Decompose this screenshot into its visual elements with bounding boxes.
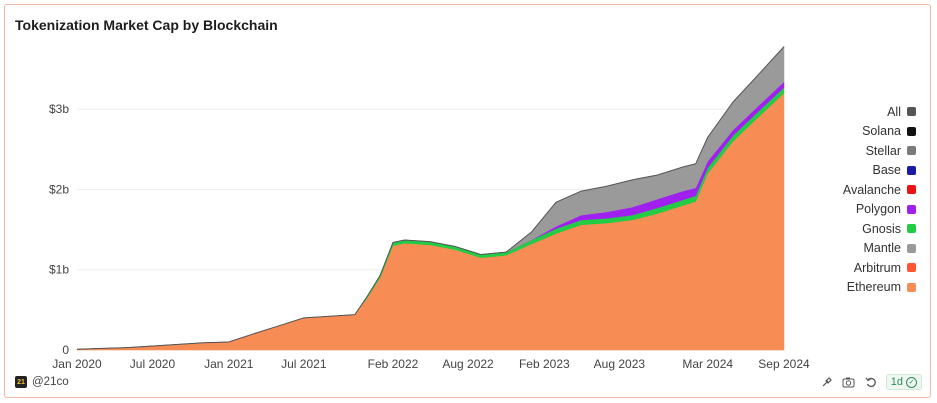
interval-label: 1d bbox=[890, 376, 903, 388]
legend-swatch bbox=[907, 204, 916, 214]
legend-swatch bbox=[907, 146, 916, 156]
x-tick-label: Sep 2024 bbox=[758, 357, 810, 371]
legend-item-all[interactable]: All bbox=[796, 102, 916, 122]
legend-swatch bbox=[907, 165, 916, 175]
market-cap-chart[interactable]: 0 $1b $2b $3b Jan 2020 Jul 2020 Jan 2021 Jul 20… bbox=[5, 5, 932, 399]
y-tick-label: $3b bbox=[49, 102, 69, 116]
chart-title: Tokenization Market Cap by Blockchain bbox=[15, 17, 278, 33]
x-tick-label: Feb 2022 bbox=[368, 357, 419, 371]
x-tick-label: Jan 2020 bbox=[52, 357, 102, 371]
area-series-ethereum bbox=[76, 92, 785, 351]
legend-item-solana[interactable]: Solana bbox=[796, 122, 916, 142]
chart-card: Tokenization Market Cap by Blockchain 0 $… bbox=[4, 4, 931, 398]
legend-swatch bbox=[907, 224, 916, 234]
legend-swatch bbox=[907, 107, 916, 117]
reset-icon[interactable] bbox=[864, 375, 878, 389]
legend-item-base[interactable]: Base bbox=[796, 161, 916, 181]
y-tick-label: $1b bbox=[49, 263, 69, 277]
legend-label: Avalanche bbox=[842, 182, 901, 197]
legend-item-gnosis[interactable]: Gnosis bbox=[796, 219, 916, 239]
settings-icon[interactable] bbox=[820, 375, 834, 389]
chart-toolbar: 1d ✓ bbox=[820, 374, 922, 390]
x-tick-label: Jul 2020 bbox=[130, 357, 176, 371]
legend-item-arbitrum[interactable]: Arbitrum bbox=[796, 258, 916, 278]
x-tick-label: Jul 2021 bbox=[281, 357, 327, 371]
legend-label: All bbox=[887, 104, 901, 119]
legend-item-polygon[interactable]: Polygon bbox=[796, 200, 916, 220]
legend-label: Solana bbox=[862, 124, 901, 139]
legend-label: Ethereum bbox=[846, 280, 901, 295]
legend-item-avalanche[interactable]: Avalanche bbox=[796, 180, 916, 200]
legend-swatch bbox=[907, 185, 916, 195]
footer-source: 21 @21co bbox=[15, 376, 69, 388]
legend-label: Polygon bbox=[855, 202, 901, 217]
source-label: @21co bbox=[32, 376, 69, 388]
total-line bbox=[76, 46, 785, 350]
camera-icon[interactable] bbox=[842, 375, 856, 389]
legend-label: Mantle bbox=[863, 241, 901, 256]
x-tick-label: Aug 2022 bbox=[442, 357, 494, 371]
y-tick-label: $2b bbox=[49, 182, 69, 196]
x-tick-label: Aug 2023 bbox=[594, 357, 646, 371]
x-tick-label: Mar 2024 bbox=[682, 357, 733, 371]
legend-label: Gnosis bbox=[862, 221, 901, 236]
x-tick-label: Feb 2023 bbox=[519, 357, 570, 371]
y-tick-label: 0 bbox=[62, 343, 69, 357]
legend-label: Arbitrum bbox=[853, 260, 901, 275]
legend-label: Base bbox=[872, 163, 902, 178]
legend-swatch bbox=[907, 263, 916, 273]
legend-label: Stellar bbox=[865, 143, 901, 158]
legend-swatch bbox=[907, 282, 916, 292]
brand-logo-icon: 21 bbox=[15, 376, 27, 388]
x-tick-label: Jan 2021 bbox=[204, 357, 254, 371]
legend-item-stellar[interactable]: Stellar bbox=[796, 141, 916, 161]
legend-item-mantle[interactable]: Mantle bbox=[796, 239, 916, 259]
legend-swatch bbox=[907, 126, 916, 136]
legend-swatch bbox=[907, 243, 916, 253]
legend-item-ethereum[interactable]: Ethereum bbox=[796, 278, 916, 298]
check-icon: ✓ bbox=[906, 376, 917, 388]
interval-button[interactable]: 1d ✓ bbox=[885, 374, 922, 390]
legend: All Solana Stellar Base Avalanche Polygon Gnos… bbox=[796, 102, 916, 297]
